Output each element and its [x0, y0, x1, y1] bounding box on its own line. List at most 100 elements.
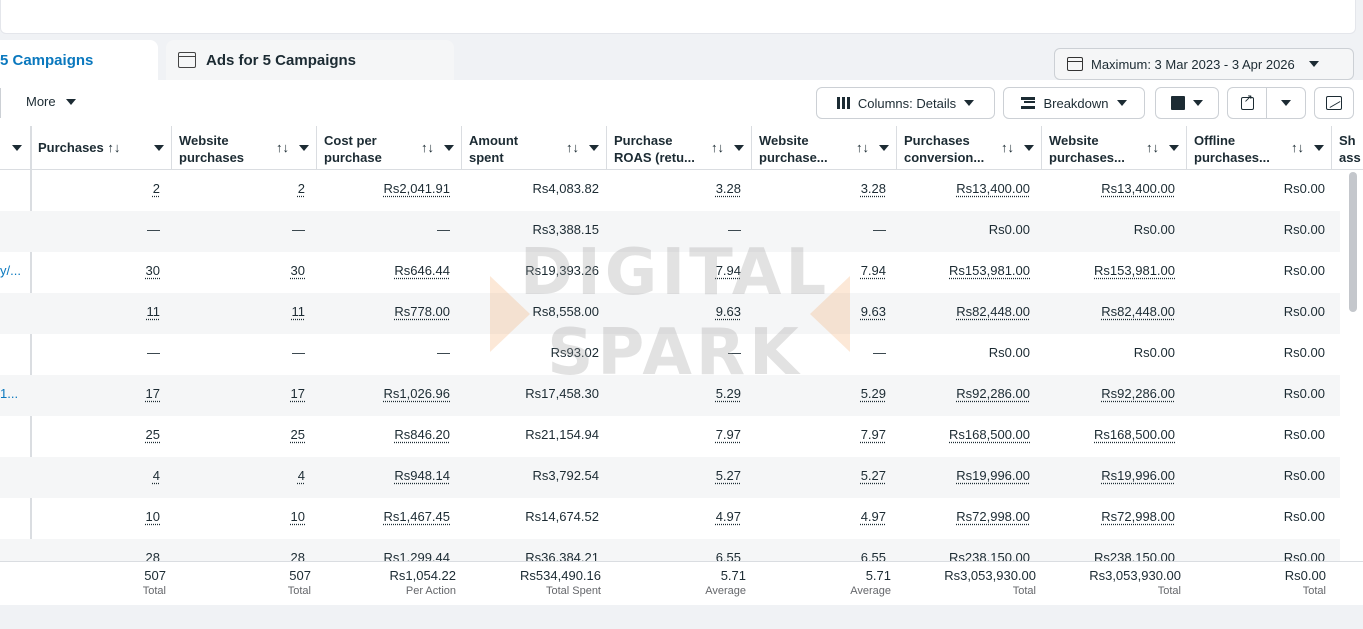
chevron-down-icon: [1314, 145, 1324, 151]
chevron-down-icon: [12, 145, 22, 151]
column-header-purchase-roas[interactable]: Purchase ROAS (retu... ↑↓: [606, 126, 751, 170]
data-table: Purchases ↑↓ Website purchases ↑↓ Cost p…: [0, 126, 1363, 561]
sort-icon: ↑↓: [276, 140, 289, 155]
table-row[interactable]: — — — Rs3,388.15 — — Rs0.00 Rs0.00 Rs0.00: [0, 211, 1340, 252]
total-website-roas: 5.71 Average: [850, 568, 891, 597]
cell-purchases: 28: [145, 550, 160, 561]
column-label: Purchase ROAS (retu...: [614, 133, 695, 165]
column-label: Amount spent: [469, 133, 519, 165]
table-row[interactable]: 2 2 Rs2,041.91 Rs4,083.82 3.28 3.28 Rs13,400.0…: [0, 170, 1340, 211]
chevron-down-icon: [1169, 145, 1179, 151]
date-range-button[interactable]: Maximum: 3 Mar 2023 - 3 Apr 2026: [1054, 48, 1354, 80]
export-dropdown-button[interactable]: [1266, 87, 1306, 119]
total-website-conversion-value: Rs3,053,930.00 Total: [1089, 568, 1181, 597]
cell-website-conv-value: Rs13,400.00: [1101, 181, 1175, 196]
table-row[interactable]: y/... 30 30 Rs646.44 Rs19,393.26 7.94 7.94 Rs15…: [0, 252, 1340, 293]
charts-button[interactable]: [1314, 87, 1354, 119]
table-row[interactable]: 11 11 Rs778.00 Rs8,558.00 9.63 9.63 Rs82,448.0…: [0, 293, 1340, 334]
cell-website-purchases: 25: [290, 427, 305, 442]
column-label: Offline purchases...: [1194, 133, 1270, 165]
cell-amount-spent: Rs17,458.30: [525, 386, 599, 401]
cell-website-conv-value: Rs82,448.00: [1101, 304, 1175, 319]
total-website-purchases: 507 Total: [287, 568, 311, 597]
cell-amount-spent: Rs8,558.00: [532, 304, 600, 319]
table-row[interactable]: — — — Rs93.02 — — Rs0.00 Rs0.00 Rs0.00: [0, 334, 1340, 375]
tab-campaigns[interactable]: 5 Campaigns: [0, 40, 158, 80]
column-header-website-purchases[interactable]: Website purchases ↑↓: [171, 126, 316, 170]
cell-roas: 9.63: [715, 304, 741, 319]
cell-website-roas: 4.97: [860, 509, 886, 524]
cell-website-roas: —: [873, 345, 886, 360]
cell-amount-spent: Rs36,384.21: [525, 550, 599, 561]
reports-button[interactable]: [1155, 87, 1219, 119]
cell-website-roas: 9.63: [860, 304, 886, 319]
cell-cost-per-purchase: Rs1,026.96: [383, 386, 451, 401]
cell-conv-value: Rs238,150.00: [949, 550, 1030, 561]
table-row[interactable]: 10 10 Rs1,467.45 Rs14,674.52 4.97 4.97 Rs72,99…: [0, 498, 1340, 539]
cell-website-purchases: 30: [290, 263, 305, 278]
column-header-cost-per-purchase[interactable]: Cost per purchase ↑↓: [316, 126, 461, 170]
cell-offline: Rs0.00: [1283, 222, 1325, 237]
tab-ads-label: Ads for 5 Campaigns: [206, 51, 357, 69]
campaign-name-link[interactable]: y/...: [0, 263, 21, 278]
cell-amount-spent: Rs3,792.54: [532, 468, 600, 483]
cell-purchases: 25: [145, 427, 160, 442]
column-header-purchases[interactable]: Purchases ↑↓: [30, 126, 171, 170]
cell-cost-per-purchase: Rs778.00: [394, 304, 450, 319]
column-label: Purchases conversion...: [904, 133, 985, 165]
cell-amount-spent: Rs4,083.82: [532, 181, 600, 196]
total-amount-spent: Rs534,490.16 Total Spent: [520, 568, 601, 597]
chevron-down-icon: [1116, 100, 1127, 106]
cell-cost-per-purchase: Rs646.44: [394, 263, 450, 278]
table-row[interactable]: 4 4 Rs948.14 Rs3,792.54 5.27 5.27 Rs19,996.00 R…: [0, 457, 1340, 498]
table-row[interactable]: 1... 17 17 Rs1,026.96 Rs17,458.30 5.29 5.29 Rs9…: [0, 375, 1340, 416]
chevron-down-icon: [1308, 61, 1319, 67]
breakdown-button[interactable]: Breakdown: [1003, 87, 1145, 119]
column-header-purchases-conversion-value[interactable]: Purchases conversion... ↑↓: [896, 126, 1041, 170]
cell-cost-per-purchase: Rs1,299.44: [383, 550, 451, 561]
cell-amount-spent: Rs19,393.26: [525, 263, 599, 278]
table-row[interactable]: 25 25 Rs846.20 Rs21,154.94 7.97 7.97 Rs168,500…: [0, 416, 1340, 457]
cell-offline: Rs0.00: [1283, 468, 1325, 483]
cell-website-conv-value: Rs168,500.00: [1094, 427, 1175, 442]
chevron-down-icon: [65, 98, 76, 105]
ad-icon: [178, 52, 196, 68]
search-bar[interactable]: [0, 0, 1356, 34]
chevron-down-icon: [964, 100, 975, 106]
total-cost-per-purchase: Rs1,054.22 Per Action: [389, 568, 457, 597]
table-row[interactable]: 28 28 Rs1,299.44 Rs36,384.21 6.55 6.55 Rs238,1…: [0, 539, 1340, 561]
tab-ads[interactable]: Ads for 5 Campaigns: [166, 40, 454, 80]
tab-campaigns-label: 5 Campaigns: [0, 51, 94, 69]
column-header-website-purchases-value[interactable]: Website purchases... ↑↓: [1041, 126, 1186, 170]
campaign-name-link[interactable]: 1...: [0, 386, 19, 401]
export-button[interactable]: [1227, 87, 1267, 119]
cell-roas: 6.55: [715, 550, 741, 561]
cell-website-purchases: 28: [290, 550, 305, 561]
columns-button[interactable]: Columns: Details: [816, 87, 995, 119]
chevron-down-icon: [734, 145, 744, 151]
column-header-website-purchase-roas[interactable]: Website purchase... ↑↓: [751, 126, 896, 170]
cell-cost-per-purchase: Rs846.20: [394, 427, 450, 442]
cell-website-purchases: 2: [297, 181, 305, 196]
column-header-offline-purchases[interactable]: Offline purchases... ↑↓: [1186, 126, 1331, 170]
vertical-scrollbar[interactable]: [1349, 172, 1357, 312]
cell-conv-value: Rs92,286.00: [956, 386, 1030, 401]
columns-label: Columns: Details: [857, 95, 957, 111]
chevron-down-icon: [1193, 100, 1203, 106]
totals-row: 507 Total 507 Total Rs1,054.22 Per Action R…: [0, 561, 1363, 605]
calendar-icon: [1067, 57, 1083, 71]
column-label: Website purchases: [179, 133, 245, 165]
cell-website-purchases: 10: [290, 509, 305, 524]
cell-amount-spent: Rs3,388.15: [532, 222, 600, 237]
cell-purchases: 30: [145, 263, 160, 278]
column-header-name[interactable]: [0, 126, 30, 170]
cell-roas: —: [728, 222, 741, 237]
frozen-column-divider: [30, 126, 32, 561]
column-header-truncated[interactable]: Sh ass: [1331, 126, 1363, 170]
more-button[interactable]: More: [26, 94, 76, 109]
sort-icon: ↑↓: [1001, 140, 1014, 155]
cell-purchases: —: [147, 222, 160, 237]
column-header-amount-spent[interactable]: Amount spent ↑↓: [461, 126, 606, 170]
cell-website-purchases: 11: [291, 304, 306, 319]
cell-website-conv-value: Rs238,150.00: [1094, 550, 1175, 561]
